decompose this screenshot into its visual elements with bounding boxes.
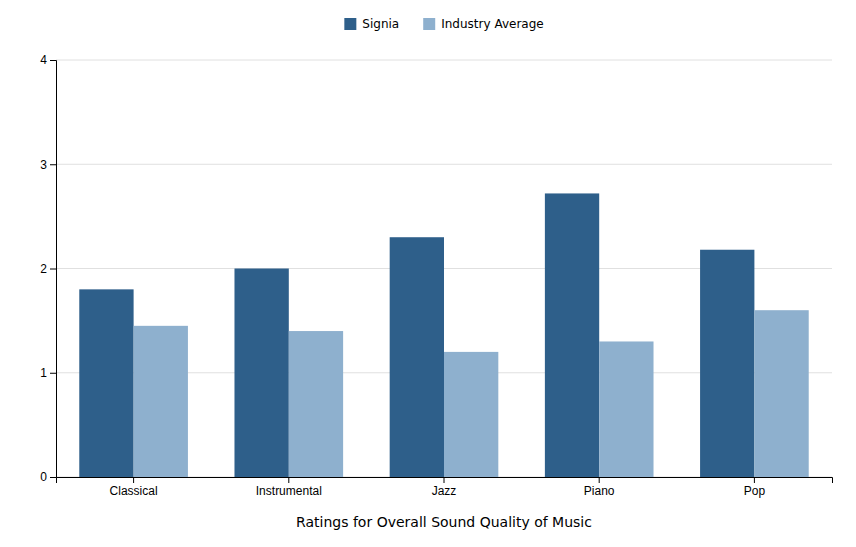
x-tick-mark — [754, 477, 755, 483]
legend-label: Signia — [362, 17, 399, 31]
legend-item: Signia — [344, 17, 399, 31]
legend: Signia Industry Average — [344, 17, 543, 31]
bar — [79, 289, 133, 477]
x-tick: Jazz — [432, 477, 457, 498]
x-tick-label: Classical — [110, 484, 158, 498]
y-tick-mark — [50, 60, 56, 61]
y-tick: 4 — [40, 53, 56, 67]
y-axis-line — [50, 61, 57, 478]
x-axis-title: Ratings for Overall Sound Quality of Mus… — [296, 514, 592, 530]
x-tick-label: Piano — [584, 484, 615, 498]
y-tick-label: 0 — [40, 470, 47, 484]
grid — [56, 60, 832, 477]
bar — [545, 193, 599, 477]
y-tick-label: 1 — [40, 366, 47, 380]
y-tick-mark — [50, 269, 56, 270]
bar — [390, 237, 444, 477]
bar — [754, 310, 808, 477]
x-tick-mark — [133, 477, 134, 483]
y-tick-mark — [50, 373, 56, 374]
y-tick-mark — [50, 164, 56, 165]
x-tick: Instrumental — [256, 477, 322, 498]
y-tick-label: 3 — [40, 158, 47, 172]
x-tick: Classical — [110, 477, 158, 498]
bar — [289, 331, 343, 477]
y-tick: 3 — [40, 158, 56, 172]
bar-series — [79, 193, 754, 477]
x-tick-label: Instrumental — [256, 484, 322, 498]
legend-label: Industry Average — [441, 17, 543, 31]
y-axis: 0 1 2 3 4 — [40, 53, 56, 484]
x-tick-mark — [599, 477, 600, 483]
x-axis-line — [57, 478, 833, 484]
x-tick-label: Pop — [744, 484, 766, 498]
y-tick: 0 — [40, 470, 56, 484]
bars — [79, 193, 808, 477]
y-tick-mark — [50, 477, 56, 478]
plot: 0 1 2 3 4 Classical Instrumental Jazz Piano Pop — [40, 53, 832, 497]
y-tick-label: 2 — [40, 262, 47, 276]
grid-line — [56, 60, 832, 61]
bar — [599, 341, 653, 477]
bar — [444, 352, 498, 477]
chart: 0 1 2 3 4 Classical Instrumental Jazz Piano Pop Ra… — [0, 0, 856, 547]
bar-series — [134, 310, 809, 477]
x-tick: Pop — [744, 477, 766, 498]
legend-item: Industry Average — [423, 17, 543, 31]
x-tick: Piano — [584, 477, 615, 498]
x-tick-mark — [288, 477, 289, 483]
y-tick: 2 — [40, 262, 56, 276]
y-tick: 1 — [40, 366, 56, 380]
bar — [134, 326, 188, 477]
bar — [234, 269, 288, 478]
bar — [700, 250, 754, 477]
legend-swatch — [344, 18, 356, 30]
grid-line — [56, 164, 832, 165]
y-tick-label: 4 — [40, 53, 47, 67]
x-tick-label: Jazz — [432, 484, 457, 498]
x-axis: Classical Instrumental Jazz Piano Pop — [57, 477, 833, 498]
x-tick-mark — [444, 477, 445, 483]
legend-swatch — [423, 18, 435, 30]
